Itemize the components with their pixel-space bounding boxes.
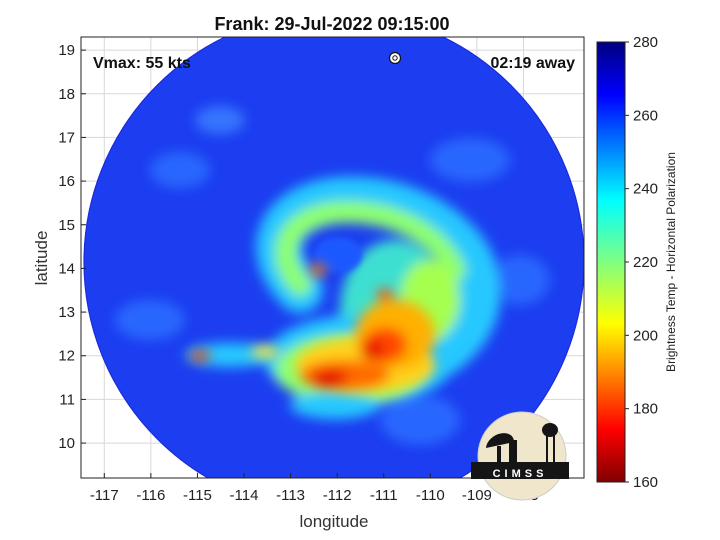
- x-tick-label: -113: [276, 487, 305, 504]
- y-axis-ticks: 10 11 12 13 14 15 16 17 18 19: [58, 42, 86, 452]
- cimss-logo: CIMSS: [471, 411, 569, 501]
- y-tick-label: 13: [58, 304, 75, 321]
- colorbar-tick-label: 180: [633, 401, 658, 418]
- y-axis-label: latitude: [32, 231, 51, 286]
- x-tick-label: -110: [416, 487, 445, 504]
- colorbar-ticks: 160 180 200 220 240 260 280: [625, 34, 658, 491]
- vmax-label: Vmax: 55 kts: [93, 55, 191, 72]
- colorbar-scale: [596, 41, 626, 483]
- x-tick-label: -114: [230, 487, 259, 504]
- x-tick-label: -117: [90, 487, 119, 504]
- y-tick-label: 11: [59, 391, 75, 408]
- y-tick-label: 17: [58, 129, 75, 146]
- x-tick-label: -112: [323, 487, 352, 504]
- x-axis-label: longitude: [299, 512, 368, 531]
- colorbar-tick-label: 200: [633, 327, 658, 344]
- y-tick-label: 10: [58, 435, 75, 452]
- colorbar-tick-label: 240: [633, 181, 658, 198]
- colorbar-tick-label: 260: [633, 107, 658, 124]
- colorbar-label: Brightness Temp - Horizontal Polarizatio…: [664, 152, 678, 372]
- x-tick-label: -111: [370, 487, 398, 504]
- y-tick-label: 15: [58, 217, 75, 234]
- storm-marker-icon: [388, 51, 402, 65]
- y-tick-label: 14: [58, 260, 75, 277]
- time-away-label: 02:19 away: [490, 55, 575, 72]
- y-tick-label: 16: [58, 173, 75, 190]
- colorbar-tick-label: 280: [633, 34, 658, 51]
- y-tick-label: 18: [58, 86, 75, 103]
- axes-box: [80, 36, 585, 479]
- brightness-temp-swath: [83, 37, 584, 478]
- colorbar-tick-label: 220: [633, 254, 658, 271]
- x-tick-label: -109: [462, 487, 492, 504]
- logo-text: CIMSS: [493, 468, 548, 480]
- map-title: Frank: 29-Jul-2022 09:15:00: [214, 14, 449, 34]
- colorbar-tick-label: 160: [633, 474, 658, 491]
- x-tick-label: -115: [183, 487, 212, 504]
- colorbar: 160 180 200 220 240 260 280 Brightness Temp - …: [596, 34, 678, 491]
- y-tick-label: 19: [58, 42, 75, 59]
- x-tick-label: -116: [136, 487, 165, 504]
- y-tick-label: 12: [58, 348, 75, 365]
